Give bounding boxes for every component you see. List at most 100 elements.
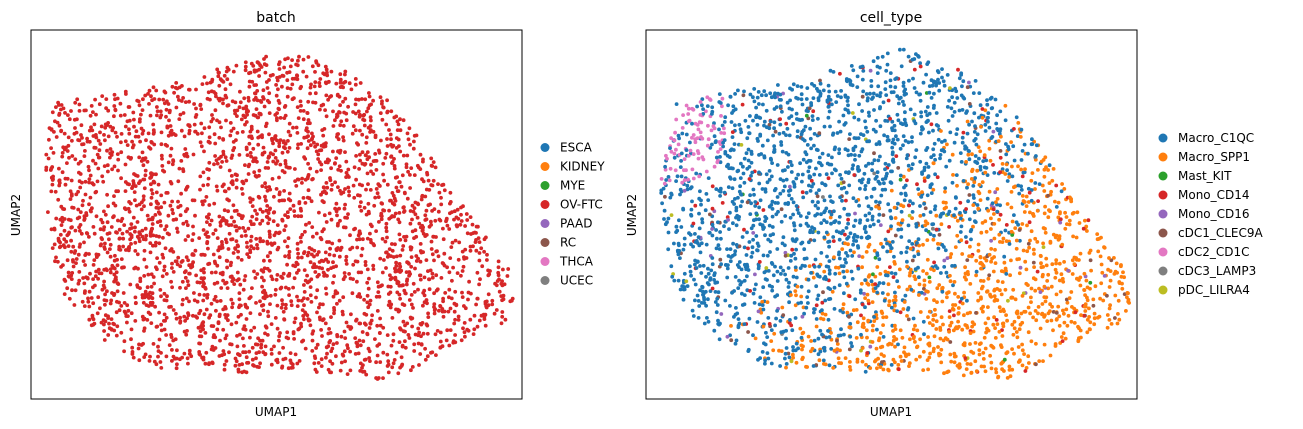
scatter-point-0-2900 bbox=[208, 313, 213, 318]
scatter-point-0-290 bbox=[191, 232, 196, 236]
scatter-point-0-2469 bbox=[242, 96, 247, 101]
scatter-point-1-1765 bbox=[763, 189, 768, 194]
scatter-point-1-15 bbox=[783, 356, 787, 361]
scatter-point-1-1607 bbox=[755, 320, 760, 324]
scatter-point-1-1967 bbox=[1016, 315, 1021, 320]
scatter-point-1-1512 bbox=[1026, 200, 1031, 204]
scatter-point-0-781 bbox=[174, 81, 179, 85]
scatter-point-0-855 bbox=[285, 210, 290, 215]
scatter-point-0-1349 bbox=[133, 184, 138, 189]
scatter-point-0-1471 bbox=[186, 234, 191, 239]
scatter-point-0-508 bbox=[86, 164, 91, 169]
scatter-point-1-1629 bbox=[813, 203, 818, 208]
scatter-point-0-2979 bbox=[392, 202, 397, 207]
scatter-point-0-1323 bbox=[321, 302, 325, 307]
scatter-point-0-166 bbox=[108, 267, 113, 271]
scatter-point-0-1124 bbox=[186, 283, 191, 288]
scatter-point-1-546 bbox=[757, 264, 761, 268]
scatter-point-0-250 bbox=[139, 112, 143, 117]
scatter-point-1-1194 bbox=[971, 91, 976, 95]
scatter-point-0-2173 bbox=[245, 252, 250, 256]
scatter-point-0-2685 bbox=[285, 215, 290, 220]
scatter-point-0-2930 bbox=[423, 234, 428, 239]
scatter-point-1-196 bbox=[816, 336, 821, 341]
scatter-point-0-495 bbox=[411, 281, 416, 286]
scatter-point-0-1042 bbox=[175, 226, 179, 231]
scatter-point-1-1756 bbox=[1005, 350, 1010, 355]
scatter-point-1-1947 bbox=[809, 339, 813, 343]
scatter-point-0-2201 bbox=[241, 336, 245, 341]
scatter-point-1-912 bbox=[921, 242, 925, 247]
scatter-point-1-583 bbox=[955, 127, 960, 131]
scatter-point-0-991 bbox=[207, 203, 212, 207]
scatter-point-1-1329 bbox=[893, 344, 897, 349]
scatter-point-0-2389 bbox=[251, 113, 256, 117]
scatter-point-0-2170 bbox=[252, 325, 257, 330]
scatter-point-0-2505 bbox=[225, 77, 230, 82]
scatter-point-0-695 bbox=[307, 221, 312, 225]
scatter-point-1-1008 bbox=[1026, 330, 1031, 335]
scatter-point-0-2332 bbox=[118, 113, 123, 118]
scatter-point-0-259 bbox=[389, 109, 394, 114]
scatter-point-1-10 bbox=[849, 341, 853, 345]
scatter-point-0-1954 bbox=[353, 82, 358, 87]
scatter-point-0-2106 bbox=[251, 246, 256, 251]
scatter-point-0-1733 bbox=[444, 218, 449, 222]
scatter-point-0-2943 bbox=[258, 112, 263, 116]
scatter-point-1-445 bbox=[1061, 308, 1065, 313]
scatter-point-0-1656 bbox=[300, 339, 304, 344]
scatter-point-1-1937 bbox=[701, 107, 705, 111]
scatter-point-0-1383 bbox=[324, 286, 328, 291]
scatter-point-0-1803 bbox=[106, 333, 111, 337]
scatter-point-1-1589 bbox=[989, 247, 994, 251]
scatter-point-1-52 bbox=[993, 247, 997, 252]
scatter-point-1-1545 bbox=[1049, 189, 1053, 194]
scatter-point-1-478 bbox=[669, 149, 674, 154]
scatter-point-1-450 bbox=[1003, 103, 1008, 108]
scatter-point-1-1100 bbox=[666, 230, 671, 235]
scatter-point-1-167 bbox=[918, 310, 923, 314]
scatter-point-0-240 bbox=[290, 58, 294, 62]
scatter-point-0-96 bbox=[460, 295, 465, 299]
scatter-point-0-682 bbox=[424, 258, 429, 262]
scatter-point-1-1228 bbox=[1046, 272, 1051, 277]
scatter-point-0-1334 bbox=[445, 328, 450, 333]
scatter-point-0-2407 bbox=[72, 251, 77, 255]
scatter-point-1-1611 bbox=[1042, 295, 1047, 299]
scatter-point-0-2193 bbox=[243, 229, 248, 234]
scatter-point-1-1040 bbox=[848, 132, 852, 137]
scatter-point-0-1399 bbox=[182, 134, 187, 139]
scatter-point-0-2126 bbox=[302, 155, 306, 160]
scatter-point-1-1473 bbox=[833, 89, 838, 94]
scatter-point-0-2955 bbox=[410, 316, 415, 321]
scatter-point-0-1693 bbox=[226, 247, 231, 251]
scatter-point-0-254 bbox=[313, 91, 318, 96]
scatter-point-0-930 bbox=[248, 200, 253, 204]
scatter-point-0-2703 bbox=[264, 185, 268, 190]
scatter-point-1-101 bbox=[942, 265, 947, 269]
scatter-point-0-1986 bbox=[71, 244, 76, 249]
scatter-point-0-2852 bbox=[94, 269, 98, 274]
scatter-point-1-595 bbox=[687, 118, 692, 123]
scatter-point-0-1130 bbox=[149, 202, 153, 207]
scatter-point-1-377 bbox=[872, 319, 877, 323]
scatter-point-0-1694 bbox=[328, 359, 332, 364]
scatter-point-0-2722 bbox=[306, 139, 311, 143]
scatter-point-0-2071 bbox=[180, 279, 185, 284]
scatter-point-0-2906 bbox=[207, 212, 211, 217]
scatter-point-0-1541 bbox=[237, 226, 242, 230]
scatter-point-1-1490 bbox=[947, 225, 951, 229]
scatter-point-0-2256 bbox=[261, 145, 266, 150]
scatter-point-0-1975 bbox=[198, 352, 203, 357]
scatter-point-1-1430 bbox=[669, 136, 673, 141]
scatter-point-1-448 bbox=[685, 183, 690, 188]
scatter-point-0-1827 bbox=[308, 260, 313, 265]
scatter-point-1-1768 bbox=[696, 151, 701, 156]
scatter-point-1-1774 bbox=[1000, 321, 1005, 326]
scatter-point-1-157 bbox=[697, 226, 702, 231]
scatter-point-0-2328 bbox=[344, 118, 349, 123]
scatter-point-1-1779 bbox=[1069, 290, 1074, 294]
scatter-point-0-553 bbox=[408, 142, 412, 147]
scatter-point-0-2766 bbox=[283, 57, 287, 62]
scatter-point-0-2843 bbox=[298, 206, 303, 211]
